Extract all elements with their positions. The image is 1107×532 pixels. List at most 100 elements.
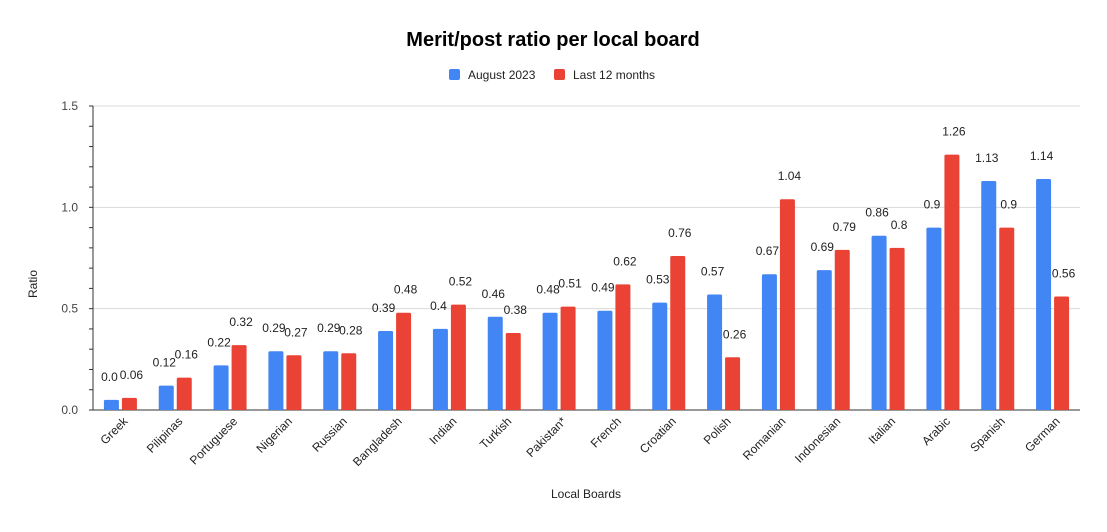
bar-last-12-months-bangladesh[interactable] (396, 312, 412, 410)
bar-last-12-months-romanian[interactable] (779, 199, 795, 410)
legend-label-august-2023: August 2023 (468, 68, 536, 82)
bar-last-12-months-italian[interactable] (889, 247, 905, 410)
x-tick-label: Polish (701, 414, 734, 447)
x-tick-label: Indian (427, 414, 460, 447)
bar-august-2023-portuguese[interactable] (213, 365, 229, 410)
data-label: 1.04 (778, 169, 802, 183)
x-axis-title: Local Boards (551, 487, 621, 501)
data-label: 0.29 (262, 321, 286, 335)
bar-last-12-months-russian[interactable] (341, 353, 357, 410)
y-tick-label: 1.0 (61, 200, 78, 214)
legend-swatch-last-12-months (554, 69, 565, 80)
bar-last-12-months-french[interactable] (615, 284, 631, 410)
x-tick-label: Nigerian (254, 414, 296, 456)
bar-august-2023-pakistan-[interactable] (542, 312, 558, 410)
data-label: 0.46 (482, 287, 506, 301)
x-tick-label: Pakistan* (523, 414, 569, 460)
data-label: 0.8 (891, 218, 908, 232)
gridlines (93, 105, 1080, 310)
x-tick-label: Pilipinas (144, 414, 186, 456)
bar-last-12-months-greek[interactable] (121, 397, 137, 410)
data-label: 0.16 (175, 348, 199, 362)
bar-last-12-months-turkish[interactable] (505, 332, 521, 410)
data-label: 1.26 (942, 125, 966, 139)
x-tick-label: Arabic (919, 414, 953, 448)
bar-last-12-months-croatian[interactable] (670, 255, 686, 410)
y-axis-title: Ratio (26, 270, 40, 298)
bar-august-2023-italian[interactable] (871, 235, 887, 410)
x-tick-label: German (1022, 414, 1063, 455)
bar-august-2023-french[interactable] (597, 310, 613, 410)
bar-last-12-months-pakistan-[interactable] (560, 306, 576, 410)
data-label: 0.62 (613, 254, 637, 268)
x-tick-label: Romanian (740, 414, 789, 463)
bar-august-2023-russian[interactable] (323, 351, 339, 410)
x-tick-label: Turkish (477, 414, 514, 451)
bar-august-2023-arabic[interactable] (926, 227, 942, 410)
data-label: 0.0 (101, 370, 118, 384)
data-label: 0.69 (811, 240, 835, 254)
data-label: 0.49 (591, 281, 615, 295)
bar-last-12-months-indian[interactable] (450, 304, 466, 410)
y-tick-label: 0.5 (61, 302, 78, 316)
data-label: 0.9 (924, 198, 941, 212)
legend-item-august-2023[interactable]: August 2023 (449, 68, 536, 82)
y-tick-label: 1.5 (61, 99, 78, 113)
bar-august-2023-polish[interactable] (707, 294, 723, 410)
x-tick-label: Russian (309, 414, 350, 455)
data-label: 0.67 (756, 244, 780, 258)
data-label: 0.27 (284, 325, 308, 339)
legend: August 2023 Last 12 months (449, 68, 655, 82)
data-label: 0.38 (504, 303, 528, 317)
x-tick-label: Italian (866, 414, 899, 447)
bar-august-2023-german[interactable] (1036, 178, 1052, 410)
bar-last-12-months-pilipinas[interactable] (176, 377, 192, 410)
legend-item-last-12-months[interactable]: Last 12 months (554, 68, 655, 82)
data-label: 0.79 (833, 220, 857, 234)
chart-title: Merit/post ratio per local board (406, 29, 699, 51)
bar-last-12-months-polish[interactable] (725, 357, 741, 410)
bar-august-2023-indonesian[interactable] (816, 270, 832, 410)
data-label: 0.86 (865, 206, 889, 220)
bar-august-2023-bangladesh[interactable] (378, 330, 394, 410)
data-label: 0.56 (1052, 267, 1076, 281)
legend-swatch-august-2023 (449, 69, 460, 80)
x-tick-label: French (588, 414, 624, 450)
bar-last-12-months-arabic[interactable] (944, 154, 960, 410)
y-tick-label: 0.0 (61, 403, 78, 417)
data-label: 0.76 (668, 226, 692, 240)
bar-august-2023-greek[interactable] (103, 399, 119, 410)
data-label: 0.39 (372, 301, 396, 315)
data-label: 0.4 (430, 299, 447, 313)
data-label: 0.32 (229, 315, 253, 329)
data-label: 0.22 (207, 335, 231, 349)
data-label: 0.06 (120, 368, 144, 382)
data-label: 0.51 (558, 277, 582, 291)
data-label: 0.29 (317, 321, 341, 335)
x-tick-label: Greek (98, 414, 132, 448)
data-label: 0.26 (723, 327, 747, 341)
bar-august-2023-romanian[interactable] (761, 274, 777, 410)
bar-last-12-months-spanish[interactable] (999, 227, 1015, 410)
bar-last-12-months-german[interactable] (1054, 296, 1070, 410)
bars (103, 154, 1070, 410)
bar-august-2023-indian[interactable] (432, 328, 448, 410)
x-tick-labels: Greek Pilipinas Portuguese Nigerian Russian B… (98, 414, 1063, 469)
bar-last-12-months-indonesian[interactable] (834, 249, 850, 410)
bar-last-12-months-nigerian[interactable] (286, 355, 302, 410)
data-label: 0.57 (701, 264, 725, 278)
data-label: 0.9 (1000, 198, 1017, 212)
x-tick-label: Spanish (967, 414, 1008, 455)
data-label: 1.14 (1030, 149, 1054, 163)
bar-last-12-months-portuguese[interactable] (231, 345, 247, 410)
bar-august-2023-spanish[interactable] (981, 180, 997, 410)
data-label: 0.52 (449, 275, 473, 289)
bar-august-2023-croatian[interactable] (652, 302, 668, 410)
data-label: 0.28 (339, 323, 363, 337)
bar-august-2023-turkish[interactable] (487, 316, 503, 410)
bar-august-2023-pilipinas[interactable] (158, 385, 174, 410)
bar-august-2023-nigerian[interactable] (268, 351, 284, 410)
data-label: 1.13 (975, 151, 999, 165)
